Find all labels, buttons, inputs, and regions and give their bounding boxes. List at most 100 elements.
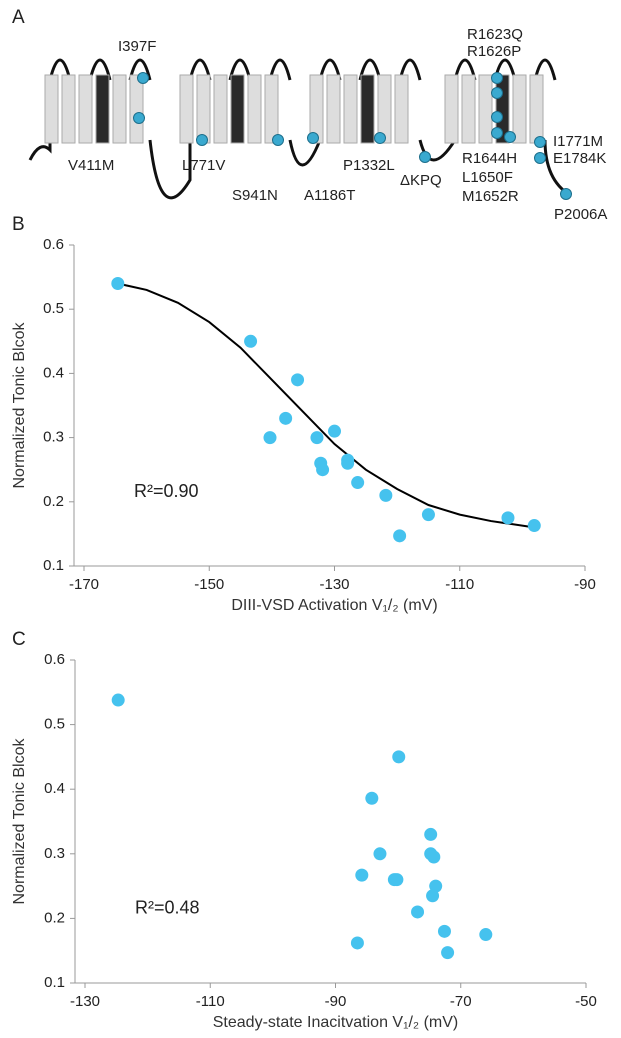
y-tick-label: 0.6: [43, 236, 64, 253]
mutation-site: [534, 152, 546, 164]
mutation-label: ΔKPQ: [400, 172, 442, 189]
tm-segment: [44, 74, 59, 144]
data-point: [392, 750, 406, 764]
mutation-label: P1332L: [343, 157, 395, 174]
tm-segment: [360, 74, 375, 144]
data-point: [351, 476, 365, 490]
data-point: [310, 431, 324, 445]
fit-curve: [117, 282, 536, 529]
mutation-label: I1771M: [553, 133, 603, 150]
mutation-label: R1623Q: [467, 26, 523, 43]
mutation-site: [307, 132, 319, 144]
data-point: [373, 847, 387, 861]
data-point: [111, 277, 125, 291]
tm-segment: [461, 74, 476, 144]
y-tick-label: 0.1: [44, 974, 65, 991]
mutation-site: [491, 87, 503, 99]
mutation-site: [491, 127, 503, 139]
data-point: [437, 924, 451, 938]
tm-segment: [394, 74, 409, 144]
x-axis-label: DIII-VSD Activation V₁/₂ (mV): [231, 597, 437, 614]
mutation-label: R1644H: [462, 150, 517, 167]
data-point: [111, 693, 125, 707]
x-tick-label: -130: [319, 576, 349, 593]
mutation-site: [491, 111, 503, 123]
x-tick-label: -150: [194, 576, 224, 593]
tm-segment: [529, 74, 544, 144]
y-tick-label: 0.2: [43, 493, 64, 510]
tm-segment: [326, 74, 341, 144]
tm-segment: [264, 74, 279, 144]
x-tick-label: -170: [69, 576, 99, 593]
annotation: R²=0.90: [134, 481, 199, 501]
tm-segment: [343, 74, 358, 144]
x-tick-label: -70: [450, 993, 472, 1010]
data-point: [501, 511, 515, 525]
mutation-site: [560, 188, 572, 200]
y-tick-label: 0.1: [43, 557, 64, 574]
y-tick-label: 0.5: [44, 716, 65, 733]
mutation-label: R1626P: [467, 43, 521, 60]
y-tick-label: 0.4: [44, 780, 65, 797]
data-point: [479, 928, 493, 942]
data-point: [379, 488, 393, 502]
x-tick-label: -90: [574, 576, 596, 593]
tm-segment: [213, 74, 228, 144]
x-tick-label: -130: [70, 993, 100, 1010]
tm-segment: [478, 74, 493, 144]
data-point: [393, 529, 407, 543]
mutation-site: [491, 72, 503, 84]
tm-segment: [129, 74, 144, 144]
data-point: [291, 373, 305, 387]
panel-label: B: [12, 214, 25, 235]
y-tick-label: 0.2: [44, 909, 65, 926]
x-tick-label: -50: [575, 993, 597, 1010]
y-tick-label: 0.3: [43, 429, 64, 446]
tm-segment: [230, 74, 245, 144]
mutation-label: E1784K: [553, 150, 606, 167]
x-tick-label: -110: [196, 993, 225, 1010]
tm-segment: [61, 74, 76, 144]
y-tick-label: 0.5: [43, 300, 64, 317]
tm-segment: [247, 74, 262, 144]
mutation-site: [504, 131, 516, 143]
y-tick-label: 0.3: [44, 845, 65, 862]
tm-segment: [179, 74, 194, 144]
data-point: [263, 431, 277, 445]
data-point: [527, 519, 541, 533]
x-tick-label: -110: [445, 576, 474, 593]
data-point: [328, 424, 341, 438]
mutation-label: L771V: [182, 157, 225, 174]
x-tick-label: -90: [325, 993, 347, 1010]
mutation-label: L1650F: [462, 169, 513, 186]
data-point: [341, 456, 355, 470]
mutation-site: [419, 151, 431, 163]
y-axis-label: Normalized Tonic Blcok: [11, 738, 28, 905]
data-point: [390, 873, 404, 887]
y-tick-label: 0.4: [43, 364, 64, 381]
data-point: [316, 463, 330, 477]
tm-segment: [444, 74, 459, 144]
mutation-site: [374, 132, 386, 144]
tm-segment: [78, 74, 93, 144]
tm-segment: [112, 74, 127, 144]
mutation-label: P2006A: [554, 206, 607, 223]
tm-segment: [95, 74, 110, 144]
mutation-label: I397F: [118, 38, 156, 55]
membrane-segments: [44, 74, 544, 144]
mutation-site: [133, 112, 145, 124]
tm-segment: [309, 74, 324, 144]
panel-label: A: [12, 7, 25, 28]
data-point: [441, 946, 455, 960]
data-point: [411, 905, 425, 919]
data-point: [426, 889, 440, 903]
data-point: [350, 936, 364, 950]
mutation-site: [534, 136, 546, 148]
mutation-site: [137, 72, 149, 84]
data-point: [355, 868, 369, 882]
data-point: [427, 850, 441, 864]
tm-segment: [377, 74, 392, 144]
tm-segment: [196, 74, 211, 144]
